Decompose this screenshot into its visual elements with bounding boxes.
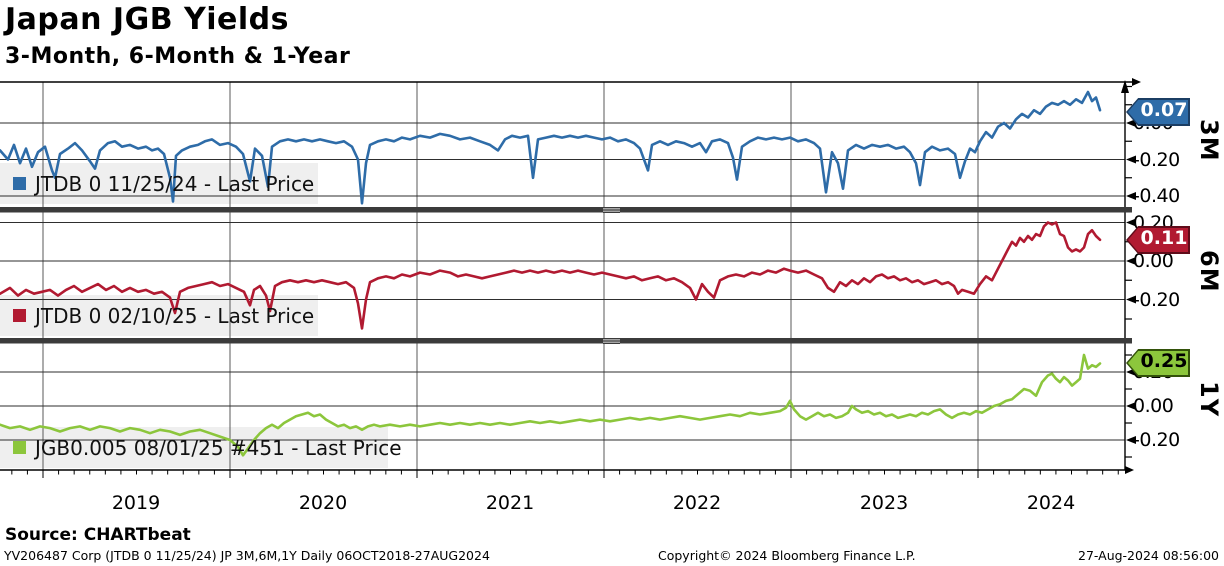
xtick-2024: 2024 [1026, 492, 1076, 514]
series-line-3m [0, 90, 1102, 205]
legend-box-6m [0, 295, 318, 336]
last-price-value-1y: 0.25 [1140, 350, 1188, 372]
panel-label-3m: 3M [1195, 119, 1223, 162]
ytick-6m-1: 0.00 [1133, 250, 1174, 272]
xtick-2022: 2022 [672, 492, 722, 514]
legend-box-1y [0, 427, 388, 468]
legend-6m: JTDB 0 02/10/25 - Last Price [0, 295, 318, 336]
chart-subtitle: 3-Month, 6-Month & 1-Year [5, 44, 351, 69]
y-major-tick-icon [1126, 192, 1136, 200]
last-price-badge-1y: 0.25 [1126, 349, 1190, 377]
axis-arrow-right-icon [1132, 78, 1141, 86]
y-major-tick-icon [1126, 436, 1136, 444]
y-major-tick-icon [1126, 257, 1136, 265]
legend-label-3m: JTDB 0 11/25/24 - Last Price [35, 171, 315, 196]
y-major-tick-icon [1126, 218, 1136, 227]
legend-label-6m: JTDB 0 02/10/25 - Last Price [35, 303, 315, 328]
panel-separator [0, 338, 1132, 344]
panel-label-6m: 6M [1195, 250, 1223, 293]
footer-security-info: YV206487 Corp (JTDB 0 11/25/24) JP 3M,6M… [4, 548, 490, 563]
ytick-3m-2: -0.40 [1133, 185, 1180, 207]
xtick-2021: 2021 [485, 492, 535, 514]
ytick-1y-2: -0.20 [1133, 429, 1180, 451]
panel-splitter-handle-2[interactable] [603, 338, 620, 344]
panel-label-1y: 1Y [1195, 381, 1223, 418]
last-price-value-3m: 0.07 [1140, 99, 1188, 121]
ytick-1y-1: 0.00 [1133, 395, 1174, 417]
last-price-badge-6m: 0.11 [1126, 226, 1190, 254]
x-axis-arrow-icon [1125, 466, 1134, 474]
legend-3m: JTDB 0 11/25/24 - Last Price [0, 163, 318, 204]
legend-1y: JGB0.005 08/01/25 #451 - Last Price [0, 427, 402, 468]
series-line-1y [0, 353, 1102, 457]
y-major-tick-icon [1126, 402, 1136, 410]
y-major-tick-icon [1126, 119, 1136, 127]
footer-copyright: Copyright© 2024 Bloomberg Finance L.P. [658, 548, 916, 563]
xtick-2019: 2019 [111, 492, 161, 514]
panel-splitter-handle-1[interactable] [603, 207, 620, 213]
series-line-6m [0, 221, 1102, 330]
legend-swatch-6m-icon [13, 309, 26, 322]
panel-separator [0, 207, 1132, 213]
legend-label-1y: JGB0.005 08/01/25 #451 - Last Price [35, 435, 402, 460]
last-price-badge-3m: 0.07 [1126, 98, 1190, 126]
xtick-2023: 2023 [859, 492, 909, 514]
y-major-tick-icon [1126, 295, 1136, 304]
legend-swatch-3m-icon [13, 177, 26, 190]
last-price-value-6m: 0.11 [1140, 227, 1188, 249]
ytick-3m-1: -0.20 [1133, 148, 1180, 171]
source-line: Source: CHARTbeat [5, 525, 191, 545]
chart-title: Japan JGB Yields [5, 2, 289, 37]
ytick-6m-2: -0.20 [1133, 288, 1180, 311]
xtick-2020: 2020 [298, 492, 348, 514]
y-major-tick-icon [1126, 155, 1136, 164]
footer-timestamp: 27-Aug-2024 08:56:00 [1078, 548, 1219, 563]
legend-swatch-1y-icon [13, 441, 26, 454]
